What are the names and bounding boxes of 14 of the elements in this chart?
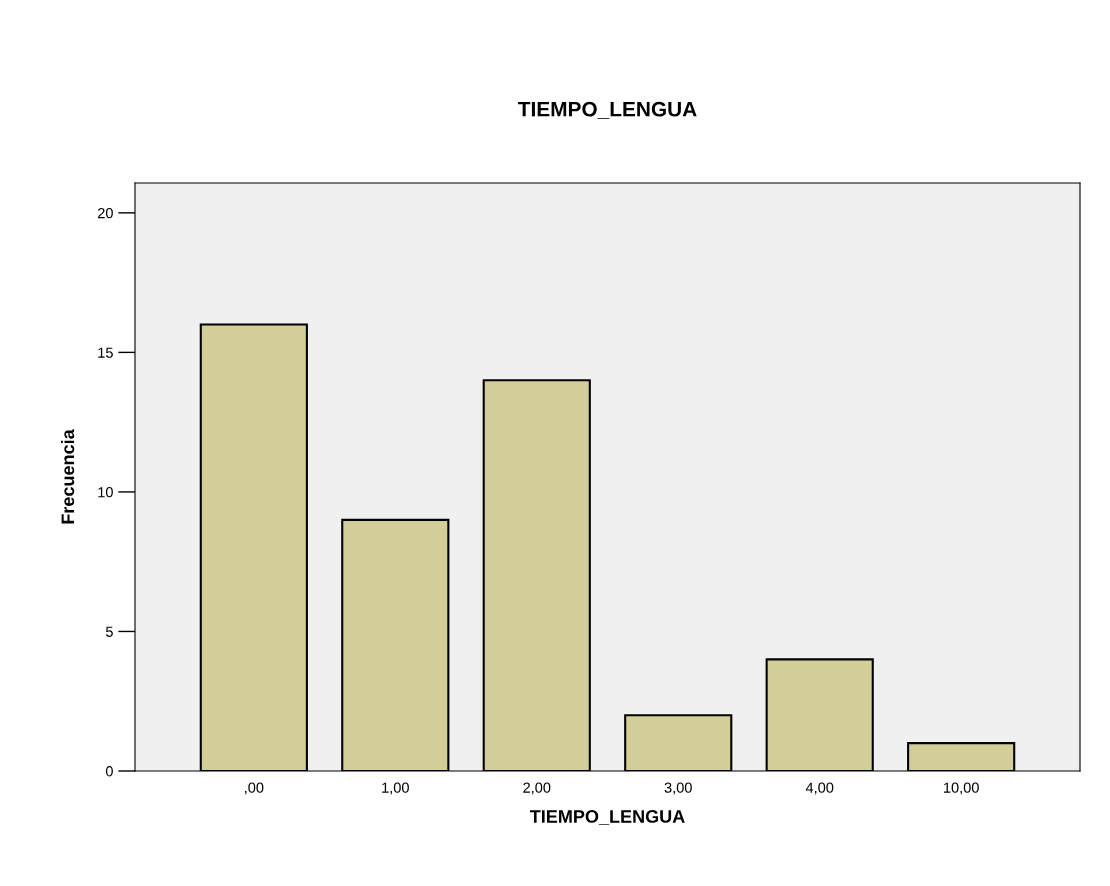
x-tick-label: 2,00 <box>523 782 551 795</box>
y-tick-label: 5 <box>105 626 113 637</box>
y-tick-label: 10 <box>98 487 113 498</box>
y-tick-label: 15 <box>98 347 113 358</box>
x-tick-label: 3,00 <box>664 782 692 795</box>
x-tick-label: 10,00 <box>944 782 979 795</box>
x-axis-title: TIEMPO_LENGUA <box>529 810 685 825</box>
x-tick-label: ,00 <box>245 782 264 795</box>
y-tick-label: 0 <box>105 766 113 777</box>
x-tick-label: 1,00 <box>382 782 409 795</box>
chart-title: TIEMPO_LENGUA <box>518 101 697 119</box>
x-tick-label: 4,00 <box>805 782 834 795</box>
y-tick-label: 20 <box>97 207 113 219</box>
y-axis-title: Frecuencia <box>60 429 75 524</box>
